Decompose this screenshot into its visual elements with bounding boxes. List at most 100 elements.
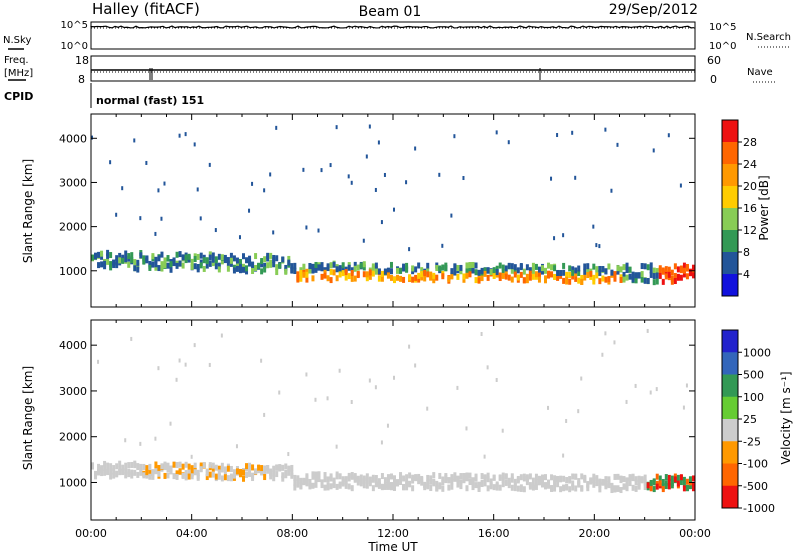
velocity-cell (166, 462, 170, 469)
power-cell (595, 266, 599, 273)
y-tick-label: 3000 (59, 385, 87, 398)
velocity-cell (519, 474, 523, 481)
power-cell (160, 265, 164, 272)
power-cell (483, 267, 487, 274)
colorbar-swatch (722, 352, 738, 375)
velocity-cell (495, 377, 498, 382)
power-cell (634, 277, 638, 284)
power-cell (652, 279, 656, 286)
power-cell (248, 260, 252, 267)
power-cell (329, 268, 333, 275)
power-cell (184, 257, 188, 264)
power-cell (178, 133, 181, 138)
power-cell (208, 251, 212, 258)
colorbar-swatch (722, 330, 738, 353)
velocity-cell (547, 482, 551, 489)
power-cell (142, 258, 146, 265)
power-cell (190, 258, 194, 265)
power-cell (326, 275, 330, 282)
power-cell (399, 267, 403, 274)
power-cell (160, 261, 164, 268)
velocity-cell (625, 399, 628, 404)
power-cell (616, 265, 620, 272)
velocity-cell (124, 472, 128, 479)
beam-title: Beam 01 (359, 4, 422, 20)
power-cell (335, 125, 338, 130)
power-cell (537, 276, 541, 283)
power-cell (577, 265, 581, 272)
velocity-cell (595, 475, 599, 482)
velocity-cell (544, 483, 547, 490)
velocity-cell (444, 473, 448, 480)
velocity-cell (217, 469, 221, 476)
power-cell (269, 252, 273, 259)
velocity-cell (100, 467, 104, 474)
velocity-cell (380, 483, 384, 490)
power-cell (405, 266, 409, 273)
velocity-cell (106, 468, 110, 475)
power-cell (670, 269, 674, 276)
power-cell (383, 268, 387, 275)
power-cell (169, 261, 173, 268)
power-cell (329, 262, 333, 269)
velocity-cell (525, 479, 529, 486)
velocity-cell (242, 469, 245, 476)
power-cell (308, 262, 312, 269)
nsearch-tick-low: 10^0 (709, 41, 736, 52)
nsearch-label: N.Search (746, 32, 791, 43)
velocity-cell (637, 480, 641, 487)
velocity-cell (658, 475, 662, 482)
power-cell (205, 262, 209, 269)
velocity-cell (157, 366, 160, 371)
velocity-cell (190, 454, 193, 459)
power-cell (553, 273, 557, 280)
power-colorbar-label: Power [dB] (757, 175, 771, 240)
velocity-cell (190, 473, 194, 480)
power-cell (601, 266, 605, 273)
velocity-cell (601, 352, 604, 357)
power-cell (643, 263, 647, 270)
velocity-cell (127, 462, 131, 469)
power-cell (214, 228, 217, 233)
power-cell (121, 186, 124, 191)
power-cell (275, 269, 279, 276)
power-cell (628, 273, 632, 280)
power-cell (673, 263, 677, 270)
power-cell (169, 266, 173, 273)
velocity-cell (284, 469, 288, 476)
velocity-cell (160, 463, 164, 470)
power-cell (474, 277, 478, 284)
power-cell (178, 251, 182, 258)
velocity-cell (649, 390, 652, 395)
power-cell (353, 265, 357, 272)
power-cell (263, 262, 267, 269)
power-cell (619, 266, 623, 273)
power-cell (245, 268, 249, 275)
power-cell (124, 250, 128, 257)
power-cell (571, 130, 574, 135)
velocity-cell (411, 485, 415, 492)
velocity-cell (229, 473, 233, 480)
velocity-cell (245, 471, 249, 478)
colorbar-swatch (722, 463, 738, 487)
velocity-cell (643, 474, 647, 481)
velocity-cell (386, 478, 390, 485)
power-cell (655, 268, 659, 275)
velocity-cell (151, 469, 155, 476)
velocity-cell (450, 474, 454, 481)
power-cell (251, 267, 255, 274)
velocity-cell (130, 461, 134, 468)
velocity-cell (329, 475, 333, 482)
cpid-label: CPID (4, 90, 33, 103)
velocity-cell (344, 476, 348, 483)
power-cell (658, 272, 662, 279)
power-cell (106, 258, 110, 265)
velocity-cell (263, 469, 267, 476)
power-cell (257, 262, 261, 269)
velocity-cell (577, 409, 580, 414)
velocity-cell (628, 474, 632, 481)
velocity-cell (408, 481, 412, 488)
velocity-x-axis: 00:00 04:00 08:00 12:00 16:00 20:00 00:00 (75, 320, 711, 540)
velocity-cell (565, 483, 569, 490)
